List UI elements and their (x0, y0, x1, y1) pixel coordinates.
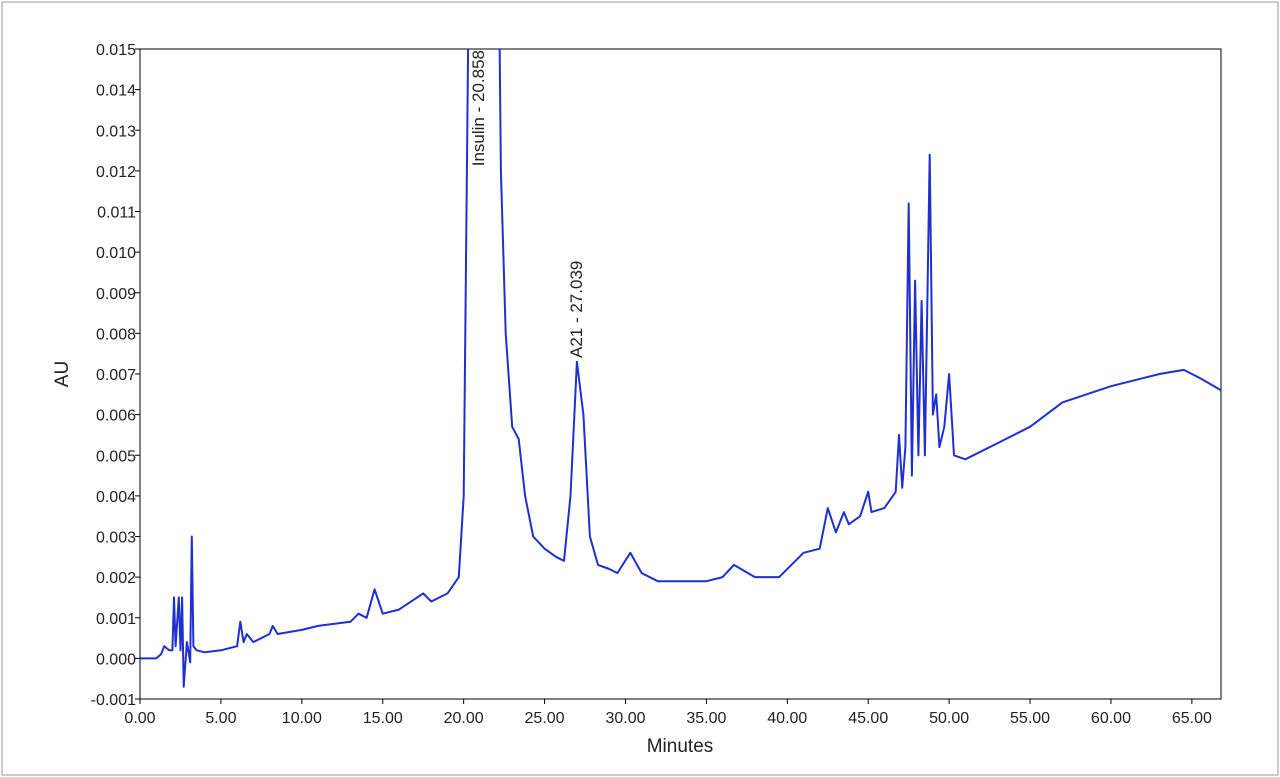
y-axis-label: AU (52, 361, 73, 387)
y-tick-label: 0.015 (96, 42, 136, 59)
x-tick-label: 15.00 (363, 710, 403, 727)
y-tick-label: 0.001 (96, 611, 136, 628)
y-tick-label: 0.014 (96, 83, 136, 100)
y-tick-label: 0.013 (96, 123, 136, 140)
y-tick-label: 0.004 (96, 489, 136, 506)
x-axis-label: Minutes (647, 736, 714, 757)
y-tick-label: 0.008 (96, 326, 136, 343)
peak-label: A21 - 27.039 (567, 261, 586, 358)
x-tick-label: 20.00 (444, 710, 484, 727)
x-tick-label: 25.00 (525, 710, 565, 727)
x-tick-label: 35.00 (686, 710, 726, 727)
x-tick-label: 0.00 (124, 710, 155, 727)
trace (140, 49, 1221, 688)
y-tick-label: 0.006 (96, 408, 136, 425)
y-tick-label: 0.002 (96, 570, 136, 587)
x-tick-label: 5.00 (205, 710, 236, 727)
x-tick-label: 30.00 (605, 710, 645, 727)
x-tick-label: 40.00 (767, 710, 807, 727)
y-tick-label: -0.001 (91, 692, 136, 709)
x-tick-label: 50.00 (929, 710, 969, 727)
x-tick-label: 60.00 (1091, 710, 1131, 727)
y-tick-label: 0.010 (96, 245, 136, 262)
y-tick-label: 0.007 (96, 367, 136, 384)
x-tick-label: 55.00 (1010, 710, 1050, 727)
y-tick-label: 0.005 (96, 448, 136, 465)
y-tick-label: 0.003 (96, 530, 136, 547)
x-tick-label: 10.00 (282, 710, 322, 727)
y-tick-label: 0.011 (97, 205, 136, 222)
plot-clip (140, 49, 1221, 688)
x-tick-label: 45.00 (848, 710, 888, 727)
x-tick-label: 65.00 (1172, 710, 1212, 727)
y-tick-label: 0.012 (96, 164, 136, 181)
y-tick-label: 0.009 (96, 286, 136, 303)
peak-label: Insulin - 20.858 (469, 50, 488, 166)
y-tick-label: 0.000 (96, 651, 136, 668)
